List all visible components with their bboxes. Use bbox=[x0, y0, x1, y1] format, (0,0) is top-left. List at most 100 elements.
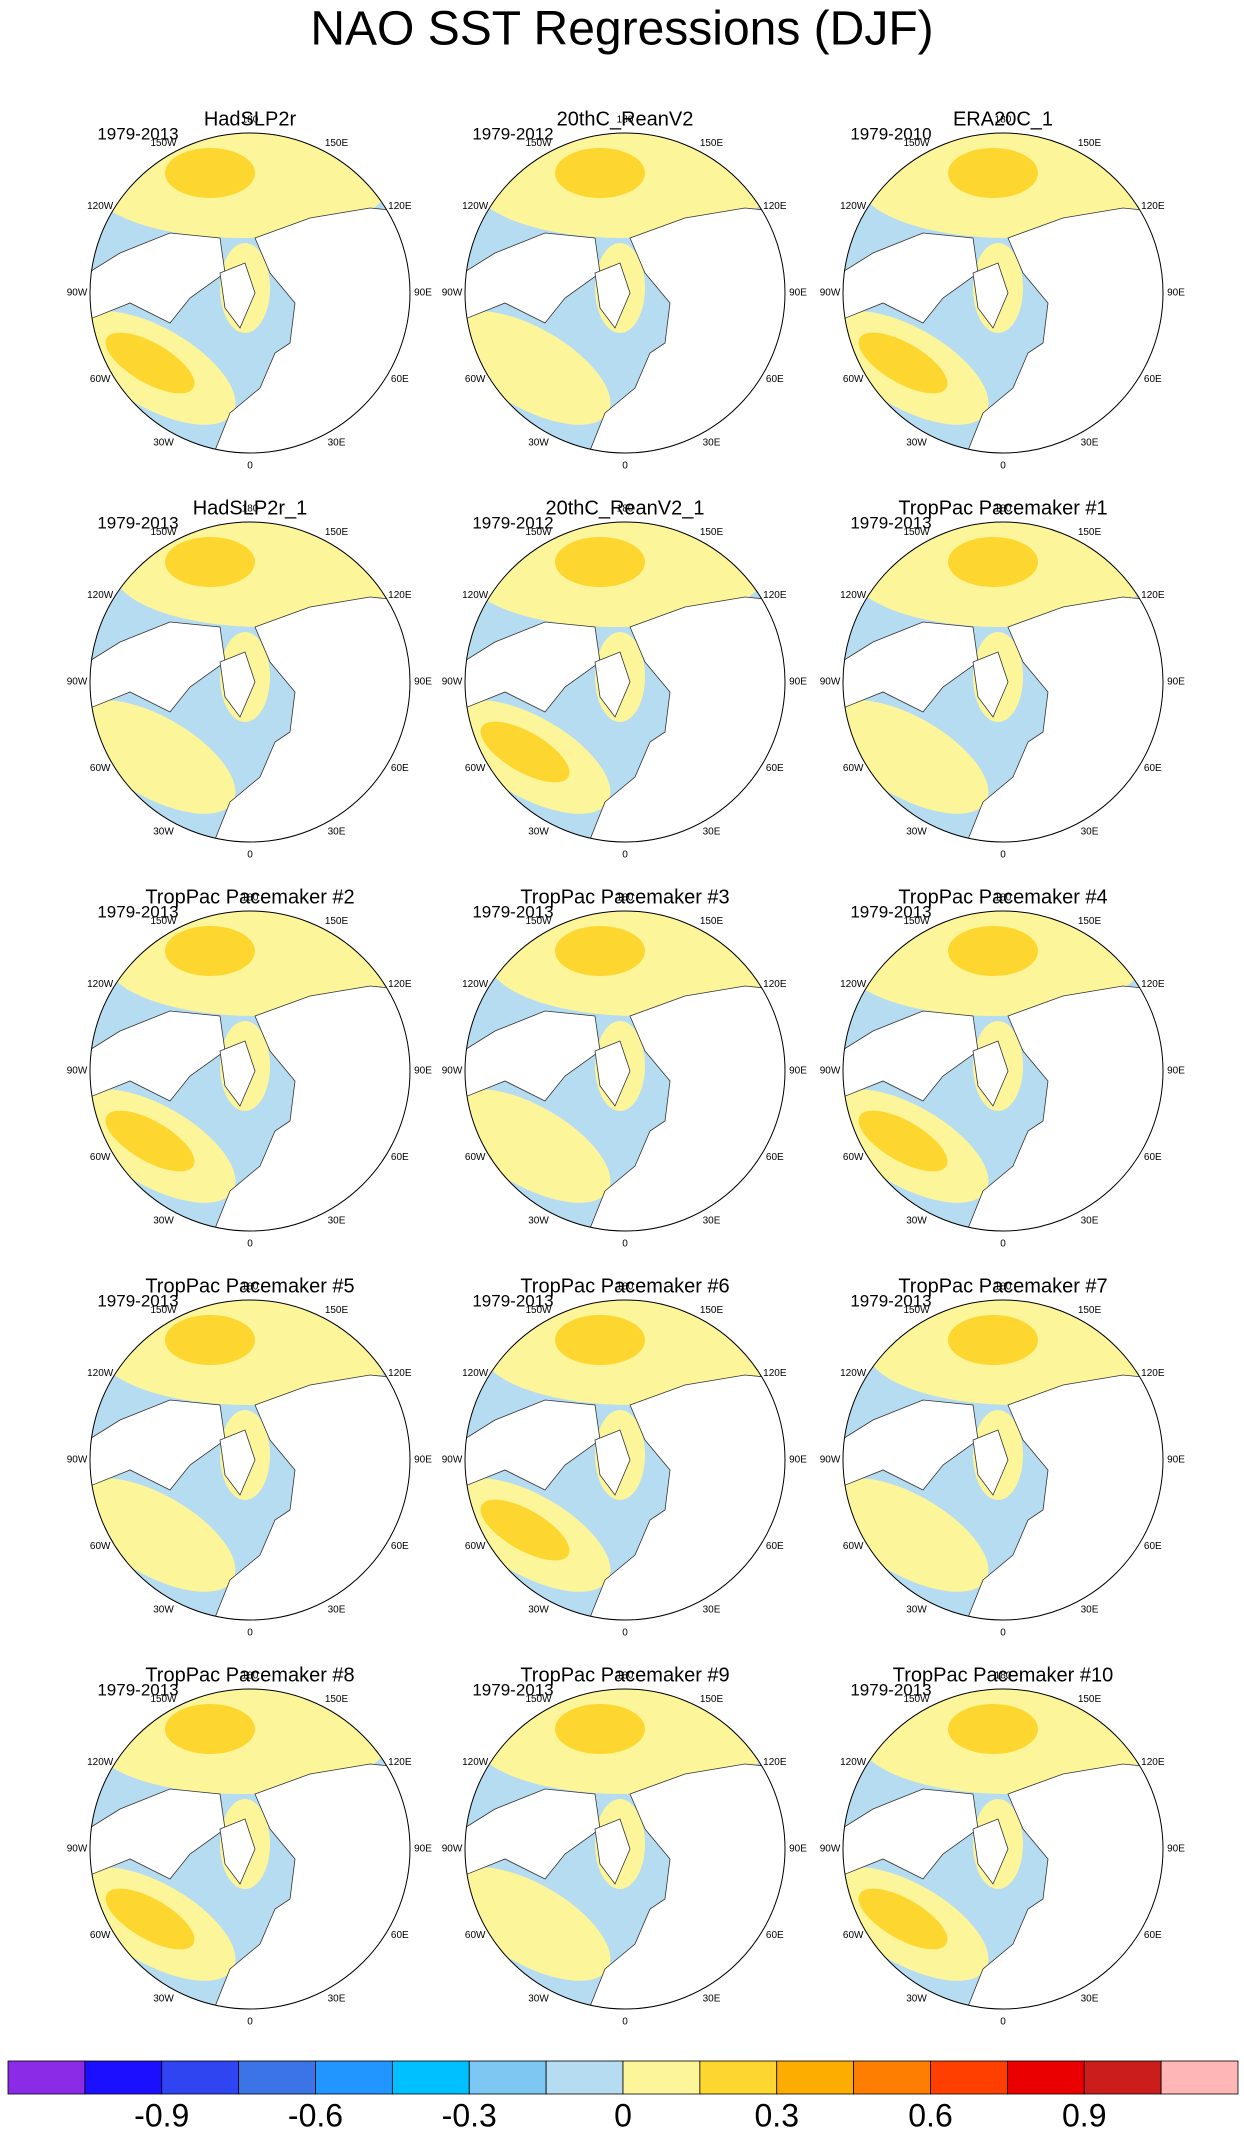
map-field bbox=[843, 133, 1163, 453]
land-greenland bbox=[594, 1818, 631, 1885]
colorbar-box bbox=[853, 2060, 931, 2095]
longitude-label: 90W bbox=[442, 1066, 463, 1077]
panel-period: 1979-2013 bbox=[97, 124, 178, 143]
map-field bbox=[465, 1300, 785, 1620]
map-border bbox=[842, 910, 1164, 1232]
atlantic-core bbox=[858, 332, 948, 394]
longitude-label: 0 bbox=[247, 1239, 253, 1250]
map-panel: ERA20C_1 1979-2010 180 150E 120E 90E 60E 30E 0 30… bbox=[820, 108, 1186, 471]
map-border bbox=[464, 1688, 786, 2010]
longitude-label: 30E bbox=[1081, 1993, 1099, 2004]
longitude-label: 120W bbox=[87, 590, 114, 601]
land-america bbox=[465, 1788, 601, 1880]
longitude-label: 30E bbox=[1081, 437, 1099, 448]
map-border bbox=[842, 1688, 1164, 2010]
panel-title: TropPac Pacemaker #10 bbox=[893, 1664, 1113, 1686]
colorbar-tick-label: 0.6 bbox=[908, 2097, 952, 2131]
longitude-label: 150W bbox=[903, 138, 930, 149]
map-border bbox=[89, 910, 411, 1232]
longitude-label: 0 bbox=[622, 850, 628, 861]
land-greenland bbox=[972, 262, 1009, 329]
colorbar-box bbox=[930, 2060, 1008, 2095]
panel-title: 20thC_ReanV2_1 bbox=[545, 497, 704, 519]
longitude-label: 60W bbox=[843, 763, 864, 774]
map-panel: HadSLP2r 1979-2013 180 150E 120E 90E 60E 30E 0 30… bbox=[67, 108, 433, 471]
longitude-label: 180 bbox=[617, 1671, 634, 1682]
longitude-label: 90W bbox=[442, 677, 463, 688]
land-america bbox=[465, 621, 601, 713]
panel-period: 1979-2013 bbox=[850, 1680, 931, 1699]
longitude-label: 150W bbox=[903, 1305, 930, 1316]
panel-title: TropPac Pacemaker #7 bbox=[898, 1275, 1107, 1297]
longitude-label: 90E bbox=[789, 1066, 807, 1077]
panel-title: TropPac Pacemaker #4 bbox=[898, 886, 1107, 908]
longitude-label: 120W bbox=[840, 979, 867, 990]
land-america bbox=[843, 1788, 979, 1880]
panel-period: 1979-2013 bbox=[472, 902, 553, 921]
colorbar-box bbox=[699, 2060, 778, 2095]
longitude-label: 60W bbox=[465, 1152, 486, 1163]
colorbar-box bbox=[315, 2060, 393, 2095]
land-america bbox=[465, 1399, 601, 1491]
longitude-label: 30W bbox=[528, 437, 549, 448]
longitude-label: 30W bbox=[153, 1215, 174, 1226]
land-america bbox=[843, 1010, 979, 1102]
longitude-label: 30E bbox=[703, 826, 721, 837]
longitude-label: 90E bbox=[414, 1066, 432, 1077]
map-field bbox=[90, 1300, 410, 1620]
longitude-label: 60W bbox=[843, 1930, 864, 1941]
longitude-label: 120W bbox=[462, 1757, 489, 1768]
land-eurasia bbox=[584, 207, 785, 453]
longitude-label: 150E bbox=[700, 1694, 724, 1705]
longitude-label: 0 bbox=[622, 1628, 628, 1639]
land-eurasia bbox=[209, 207, 410, 453]
panel-title: HadSLP2r_1 bbox=[193, 497, 308, 519]
atlantic-core bbox=[480, 1888, 570, 1950]
panel-period: 1979-2013 bbox=[97, 1680, 178, 1699]
panel-period: 1979-2013 bbox=[850, 902, 931, 921]
longitude-label: 150W bbox=[525, 916, 552, 927]
longitude-label: 30E bbox=[1081, 826, 1099, 837]
longitude-label: 180 bbox=[995, 115, 1012, 126]
land-eurasia bbox=[584, 596, 785, 842]
longitude-label: 150W bbox=[525, 1305, 552, 1316]
longitude-label: 60W bbox=[465, 1541, 486, 1552]
panel-title: TropPac Pacemaker #8 bbox=[145, 1664, 354, 1686]
land-america bbox=[843, 621, 979, 713]
land-eurasia bbox=[209, 1374, 410, 1620]
map-field bbox=[90, 133, 410, 453]
longitude-label: 30W bbox=[153, 1993, 174, 2004]
longitude-label: 60W bbox=[90, 1541, 111, 1552]
longitude-label: 60E bbox=[766, 1152, 784, 1163]
longitude-label: 0 bbox=[1000, 1239, 1006, 1250]
longitude-label: 150E bbox=[1078, 527, 1102, 538]
longitude-label: 60W bbox=[90, 763, 111, 774]
atlantic-core bbox=[480, 1110, 570, 1172]
land-greenland bbox=[219, 1818, 256, 1885]
pacific-core bbox=[165, 537, 255, 587]
longitude-label: 150E bbox=[700, 138, 724, 149]
colorbar-tick-label: 0 bbox=[614, 2097, 632, 2131]
pacific-core bbox=[555, 1315, 645, 1365]
longitude-label: 120E bbox=[1141, 201, 1165, 212]
longitude-label: 30W bbox=[153, 437, 174, 448]
longitude-label: 90E bbox=[414, 677, 432, 688]
longitude-label: 0 bbox=[247, 1628, 253, 1639]
longitude-label: 90E bbox=[1167, 1844, 1185, 1855]
colorbar-box bbox=[84, 2060, 163, 2095]
land-america bbox=[90, 232, 226, 324]
longitude-label: 180 bbox=[617, 115, 634, 126]
longitude-label: 90E bbox=[414, 288, 432, 299]
longitude-label: 60W bbox=[843, 1541, 864, 1552]
longitude-label: 90E bbox=[789, 677, 807, 688]
map-field bbox=[843, 1689, 1163, 2009]
longitude-label: 0 bbox=[247, 2017, 253, 2028]
longitude-label: 150E bbox=[325, 916, 349, 927]
colorbar-tick-label: -0.6 bbox=[288, 2097, 343, 2131]
panel-title: TropPac Pacemaker #1 bbox=[898, 497, 1107, 519]
longitude-label: 60E bbox=[1144, 374, 1162, 385]
